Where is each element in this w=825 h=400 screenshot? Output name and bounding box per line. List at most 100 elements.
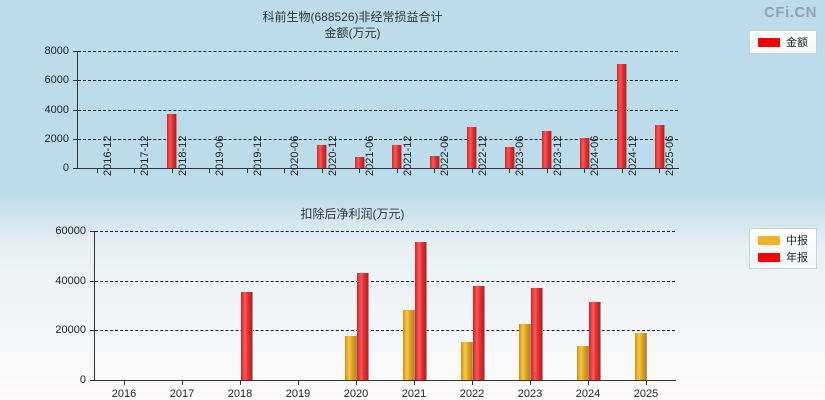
legend-swatch-icon: [758, 235, 780, 245]
x-tick-label: 2018: [227, 388, 253, 400]
x-tick-mark: [96, 169, 98, 173]
x-tick-mark: [646, 381, 647, 385]
bar-中报-2022[interactable]: [460, 342, 473, 380]
y-tick-label: 2000: [44, 132, 69, 145]
x-tick-label: 2024-06: [589, 135, 602, 176]
x-tick-label: 2019-12: [251, 135, 264, 176]
chart-subtitle: 金额(万元): [324, 26, 381, 40]
legend-item-金额[interactable]: 金额: [758, 35, 808, 49]
x-tick-label: 2023-12: [551, 135, 564, 176]
bar-金额-2023-06[interactable]: [504, 146, 515, 168]
y-tick-label: 4000: [44, 103, 69, 116]
y-tick-mark: [90, 280, 95, 282]
x-axis-line: [94, 380, 676, 381]
x-tick-label: 2020-06: [289, 135, 302, 176]
y-tick-label: 20000: [55, 324, 86, 337]
x-axis-line: [77, 168, 679, 169]
y-tick-label: 40000: [55, 274, 86, 287]
bar-年报-2020[interactable]: [356, 272, 369, 380]
x-tick-label: 2021-12: [401, 135, 414, 176]
x-tick-mark: [434, 169, 436, 173]
legend-swatch-icon: [758, 252, 780, 262]
y-tick-mark: [73, 109, 78, 111]
x-tick-label: 2019-06: [214, 135, 227, 176]
x-tick-mark: [546, 169, 548, 173]
y-axis-line: [94, 231, 95, 381]
x-tick-label: 2022-06: [439, 135, 452, 176]
x-tick-label: 2022-12: [476, 135, 489, 176]
y-tick-mark: [73, 51, 78, 52]
bar-年报-2018[interactable]: [240, 292, 253, 380]
x-tick-mark: [134, 169, 136, 173]
x-tick-mark: [509, 169, 511, 173]
secondary-chart-title: 扣除后净利润(万元): [300, 207, 405, 221]
bar-金额-2022-06[interactable]: [429, 155, 440, 168]
x-tick-mark: [284, 169, 286, 173]
x-tick-label: 2023: [517, 388, 543, 400]
plot-area-top: 0 2000 4000 6000 8000 2016-12 2017-12 2018-12 20…: [45, 45, 679, 176]
bar-金额-2018-12[interactable]: [167, 113, 178, 168]
legend-item-中报[interactable]: 中报: [758, 233, 808, 247]
x-tick-label: 2017-12: [139, 135, 152, 176]
bar-金额-2024-06[interactable]: [579, 138, 590, 168]
y-tick-label: 0: [79, 374, 86, 386]
y-tick-mark: [90, 380, 95, 381]
x-tick-mark: [659, 169, 661, 173]
x-tick-mark: [414, 381, 415, 385]
legend-item-年报[interactable]: 年报: [758, 250, 808, 264]
y-tick-mark: [90, 330, 95, 332]
bar-金额-2021-06[interactable]: [354, 157, 365, 168]
x-tick-label: 2024: [575, 388, 601, 400]
x-tick-mark: [124, 381, 125, 385]
x-tick-label: 2019: [285, 388, 311, 400]
bar-中报-2024[interactable]: [576, 345, 589, 380]
bar-中报-2025[interactable]: [634, 332, 647, 380]
bar-金额-2025-06[interactable]: [654, 125, 665, 168]
x-tick-label: 2022: [459, 388, 485, 400]
y-tick-mark: [90, 231, 95, 232]
bar-中报-2021[interactable]: [402, 309, 415, 380]
gridline: [78, 51, 678, 52]
x-tick-label: 2016-12: [101, 135, 114, 176]
bar-年报-2021[interactable]: [414, 241, 427, 380]
bar-金额-2020-12[interactable]: [317, 145, 328, 168]
x-tick-mark: [209, 169, 211, 173]
bar-年报-2022[interactable]: [472, 286, 485, 380]
chart-title: 科前生物(688526)非经常损益合计: [262, 10, 443, 24]
y-tick-label: 8000: [44, 45, 69, 57]
x-tick-mark: [182, 381, 183, 385]
legend-bottom: 中报年报: [749, 228, 817, 269]
x-tick-label: 2020: [343, 388, 369, 400]
legend-label: 年报: [786, 252, 808, 264]
x-tick-mark: [588, 381, 589, 385]
x-tick-mark: [621, 169, 623, 173]
bar-金额-2024-12[interactable]: [617, 64, 628, 168]
gridline: [95, 280, 675, 282]
bar-中报-2020[interactable]: [344, 335, 357, 380]
bar-金额-2021-12[interactable]: [392, 144, 403, 168]
x-tick-mark: [359, 169, 361, 173]
y-tick-mark: [73, 138, 78, 140]
bar-年报-2024[interactable]: [588, 302, 601, 380]
plot-area-bottom: 0 20000 40000 60000 2016 2017 2018 2019 2020 2021…: [55, 225, 676, 400]
x-tick-mark: [472, 381, 473, 385]
x-tick-label: 2025: [633, 388, 659, 400]
x-tick-mark: [530, 381, 531, 385]
gridline: [78, 138, 678, 140]
x-tick-mark: [356, 381, 357, 385]
x-tick-mark: [471, 169, 473, 173]
y-tick-label: 60000: [55, 225, 86, 237]
x-tick-label: 2020-12: [326, 135, 339, 176]
y-tick-label: 6000: [44, 74, 69, 87]
x-tick-label: 2021-06: [364, 135, 377, 176]
deducted-net-profit-chart: 0 20000 40000 60000 2016 2017 2018 2019 2020 2021…: [0, 220, 700, 400]
bar-金额-2023-12[interactable]: [542, 131, 553, 168]
bar-年报-2023[interactable]: [530, 287, 543, 380]
y-tick-mark: [73, 80, 78, 82]
gridline: [95, 330, 675, 332]
x-tick-mark: [240, 381, 241, 385]
bar-中报-2023[interactable]: [518, 323, 531, 380]
y-tick-label: 0: [62, 162, 69, 174]
bar-金额-2022-12[interactable]: [467, 127, 478, 168]
x-tick-label: 2023-06: [514, 135, 527, 176]
